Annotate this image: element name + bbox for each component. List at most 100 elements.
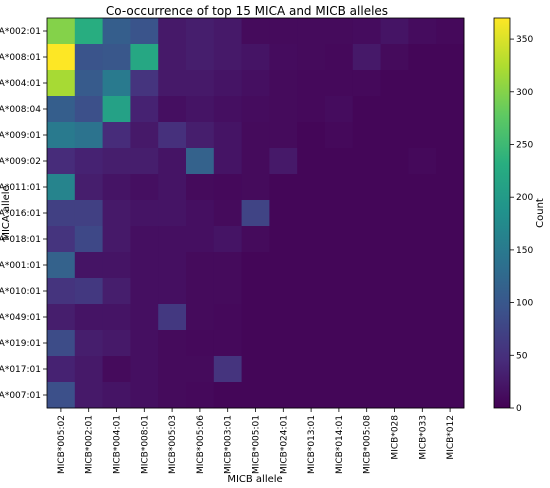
heatmap-cell [102,382,131,409]
heatmap-cell [436,330,465,357]
heatmap-cell [186,70,215,97]
heatmap-cell [352,44,381,71]
heatmap-cell [47,96,76,123]
colorbar-tick-label: 0 [516,404,522,414]
heatmap-cell [380,252,409,279]
heatmap-cell [269,174,298,201]
heatmap-cell [47,252,76,279]
heatmap-cell [102,96,131,123]
y-tick-label: MICA*001:01 [0,261,41,271]
x-tick-label: MICB*028 [391,415,401,460]
heatmap-cell [269,278,298,305]
heatmap-cell [297,330,326,357]
heatmap-cell [297,18,326,45]
heatmap-cell [186,96,215,123]
heatmap-cell [352,122,381,149]
heatmap-cell [436,174,465,201]
heatmap-cell [408,122,437,149]
heatmap-cell [380,330,409,357]
heatmap-cell [325,278,354,305]
heatmap-cell [158,278,187,305]
heatmap-cell [213,226,242,253]
heatmap-cell [325,174,354,201]
heatmap-cell [158,200,187,227]
heatmap-cell [436,148,465,175]
heatmap-cell [47,174,76,201]
heatmap-cell [297,382,326,409]
heatmap-cell [269,70,298,97]
heatmap-cell [158,330,187,357]
heatmap-cell [436,44,465,71]
heatmap-cell [269,330,298,357]
y-tick-label: MICA*018:01 [0,235,41,245]
heatmap-cell [213,330,242,357]
heatmap-cell [297,278,326,305]
heatmap-cell [325,382,354,409]
colorbar-ticks: 0 50 100 150 200 250 300 350 [510,35,533,414]
heatmap-cell [297,122,326,149]
heatmap-cell [241,122,270,149]
heatmap-cell [352,252,381,279]
heatmap-cell [213,122,242,149]
heatmap-cell [436,18,465,45]
heatmap-cell [74,382,103,409]
heatmap-cell [158,96,187,123]
heatmap-cell [130,174,159,201]
heatmap-cell [241,304,270,331]
x-tick-label: MICB*005:03 [168,415,178,474]
y-tick-label: MICA*016:01 [0,209,41,219]
heatmap-cell [213,148,242,175]
heatmap-cell [130,278,159,305]
heatmap-cell [380,96,409,123]
heatmap-cell [241,278,270,305]
heatmap-cell [380,122,409,149]
heatmap-cell [241,356,270,383]
heatmap-cells [47,18,465,409]
heatmap-cell [241,200,270,227]
heatmap-cell [269,18,298,45]
x-tick-label: MICB*004:01 [113,415,123,474]
heatmap-cell [352,304,381,331]
colorbar-tick-label: 150 [516,246,533,256]
y-axis-label: MICA allele [1,185,12,240]
x-tick-label: MICB*024:01 [279,415,289,474]
heatmap-cell [47,356,76,383]
heatmap-cell [186,304,215,331]
heatmap-cell [325,356,354,383]
heatmap-cell [241,44,270,71]
heatmap-cell [130,18,159,45]
y-tick-label: MICA*002:01 [0,27,41,37]
heatmap-cell [186,18,215,45]
heatmap-cell [74,252,103,279]
heatmap-cell [47,382,76,409]
heatmap-cell [436,226,465,253]
x-tick-label: MICB*008:01 [140,415,150,474]
y-tick-label: MICA*049:01 [0,313,41,323]
heatmap-cell [102,200,131,227]
y-tick-label: MICA*009:01 [0,131,41,141]
heatmap-cell [74,200,103,227]
heatmap-cell [297,96,326,123]
heatmap-cell [325,226,354,253]
heatmap-cell [241,226,270,253]
heatmap-cell [436,200,465,227]
chart-title: Co-occurrence of top 15 MICA and MICB al… [106,4,388,18]
heatmap-cell [297,226,326,253]
heatmap-cell [241,330,270,357]
heatmap-cell [130,252,159,279]
heatmap-cell [74,44,103,71]
heatmap-cell [102,44,131,71]
colorbar-tick-label: 200 [516,193,533,203]
heatmap-cell [102,252,131,279]
heatmap-cell [352,96,381,123]
heatmap-cell [352,356,381,383]
heatmap-cell [74,122,103,149]
heatmap-cell [352,70,381,97]
heatmap-cell [436,278,465,305]
y-tick-label: MICA*008:01 [0,53,41,63]
heatmap-cell [186,44,215,71]
heatmap-cell [269,252,298,279]
heatmap-cell [436,356,465,383]
heatmap-cell [436,122,465,149]
